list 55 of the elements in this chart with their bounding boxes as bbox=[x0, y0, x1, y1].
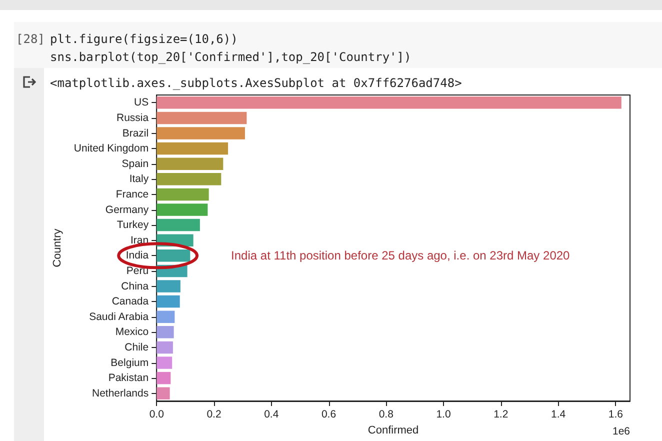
text: [28] bbox=[16, 32, 45, 46]
bar bbox=[156, 158, 224, 170]
bar bbox=[156, 204, 208, 216]
x-tick-label: 1.6 bbox=[608, 408, 624, 420]
y-tick-label: Pakistan bbox=[108, 372, 149, 384]
y-tick-label: Belgium bbox=[110, 356, 149, 369]
y-tick-label: China bbox=[121, 280, 149, 292]
bar bbox=[156, 112, 247, 124]
y-tick-label: Iran bbox=[130, 234, 149, 246]
y-tick-label: France bbox=[116, 188, 149, 200]
y-tick-label: US bbox=[134, 96, 149, 109]
y-tick-label: Spain bbox=[122, 158, 149, 170]
y-tick-label: Turkey bbox=[116, 219, 150, 232]
y-tick-label: Italy bbox=[129, 173, 150, 186]
y-tick-label: Germany bbox=[105, 204, 150, 216]
bar bbox=[156, 96, 622, 109]
text: plt.figure(figsize=(10,6)) bbox=[50, 32, 238, 46]
bar bbox=[156, 341, 173, 354]
bar bbox=[156, 372, 171, 384]
x-tick-label: 0.6 bbox=[321, 408, 336, 420]
x-tick-label: 0.2 bbox=[206, 408, 222, 420]
x-tick-label: 0.0 bbox=[149, 408, 164, 420]
x-tick-label: 1.0 bbox=[436, 408, 451, 420]
text: 1e6 bbox=[612, 426, 630, 438]
text: <matplotlib.axes._subplots.AxesSubplot at 0x7ff6276ad748> bbox=[50, 76, 462, 90]
y-tick-label: Mexico bbox=[115, 326, 149, 338]
bar bbox=[156, 250, 190, 262]
bar bbox=[156, 218, 200, 232]
bar bbox=[156, 310, 175, 323]
text: sns.barplot(top_20['Confirmed'],top_20['Country']) bbox=[50, 50, 412, 64]
bar bbox=[156, 387, 170, 400]
x-tick-label: 0.4 bbox=[264, 408, 279, 420]
x-axis-title: Confirmed bbox=[368, 424, 419, 436]
y-tick-label: Netherlands bbox=[92, 387, 149, 400]
y-axis-title: Country bbox=[52, 228, 64, 268]
bar bbox=[156, 188, 209, 201]
y-tick-label: Brazil bbox=[122, 127, 149, 140]
bar bbox=[156, 173, 222, 186]
bar bbox=[156, 142, 228, 155]
bar bbox=[156, 356, 172, 369]
y-tick-label: Russia bbox=[116, 112, 149, 124]
bar bbox=[156, 127, 245, 140]
y-tick-label: Saudi Arabia bbox=[89, 310, 149, 323]
bar bbox=[156, 326, 174, 338]
annotation: India at 11th position before 25 days ago, i.e. on 23rd May 2020 bbox=[231, 248, 570, 263]
y-tick-label: United Kingdom bbox=[74, 142, 149, 155]
x-tick-label: 1.4 bbox=[550, 408, 566, 420]
y-tick-label: Chile bbox=[124, 341, 149, 354]
y-tick-label: India bbox=[126, 250, 149, 262]
x-tick-label: 0.8 bbox=[378, 408, 394, 420]
bar bbox=[156, 280, 180, 292]
x-tick-label: 1.2 bbox=[494, 408, 508, 420]
y-tick-label: Peru bbox=[126, 264, 149, 277]
y-tick-label: Canada bbox=[112, 296, 149, 308]
bar bbox=[156, 295, 180, 308]
